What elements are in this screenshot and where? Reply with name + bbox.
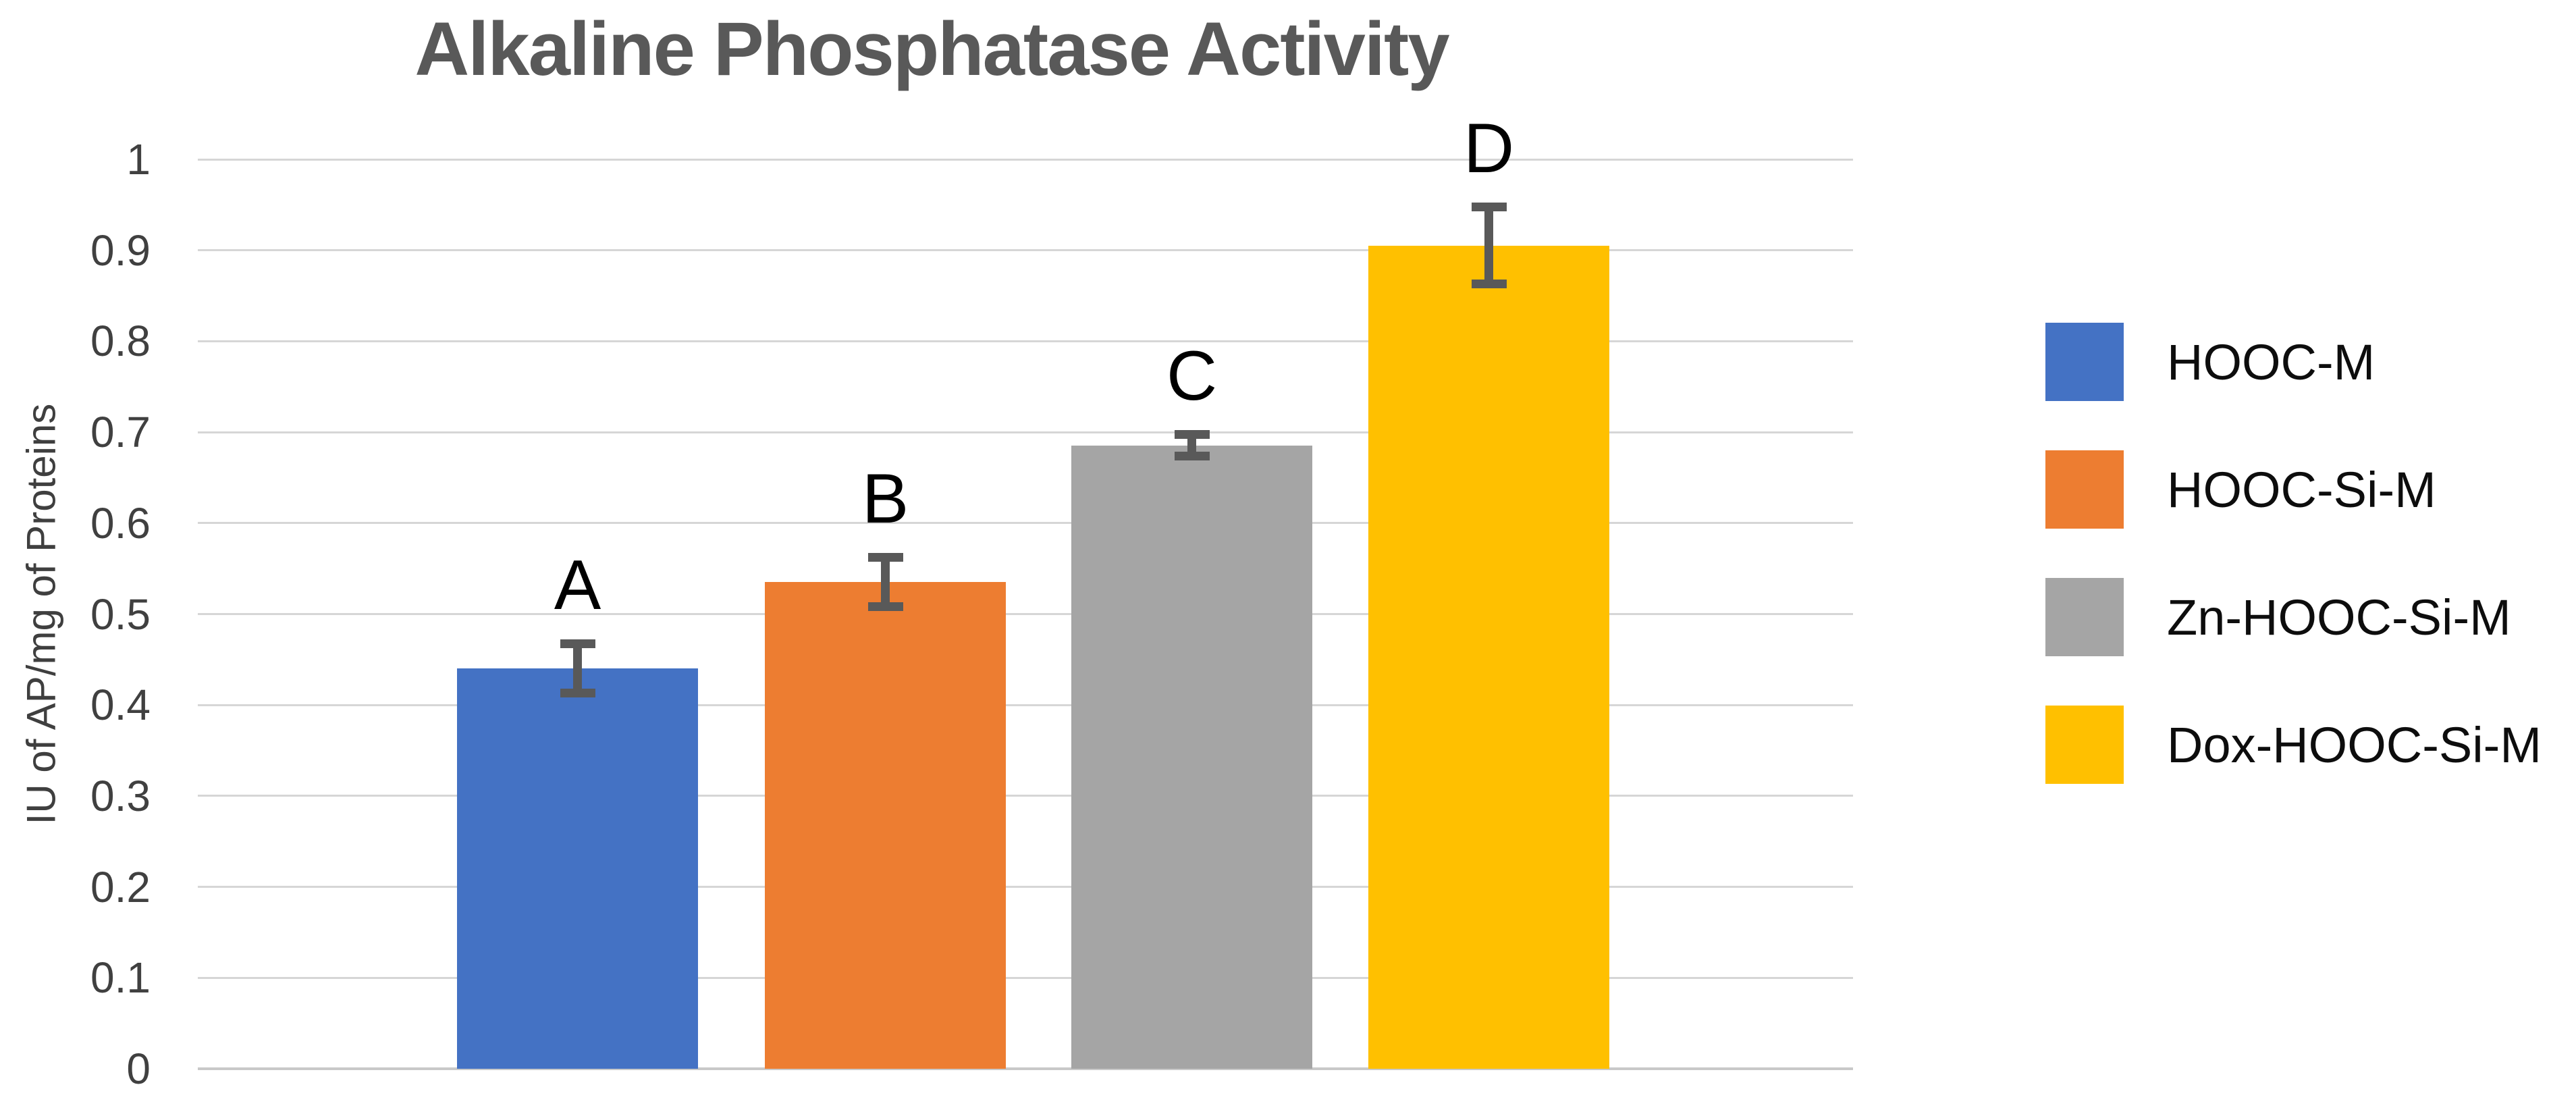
y-tick-label: 0.8 — [90, 317, 151, 366]
gridline — [198, 249, 1853, 252]
legend-item-HOOC-Si-M: HOOC-Si-M — [2045, 450, 2542, 529]
gridline — [198, 795, 1853, 797]
error-bar-line — [1484, 203, 1493, 288]
bar-letter-B: B — [861, 460, 909, 538]
y-tick-label: 0.5 — [90, 589, 151, 639]
error-bar-HOOC-Si-M — [867, 553, 903, 611]
gridline — [198, 613, 1853, 615]
y-tick-label: 0.6 — [90, 498, 151, 548]
legend-swatch — [2045, 323, 2124, 401]
legend-label: Zn-HOOC-Si-M — [2167, 589, 2511, 645]
gridline — [198, 976, 1853, 979]
y-tick-label: 0.4 — [90, 681, 151, 730]
error-bar-line — [1187, 430, 1196, 461]
legend-swatch — [2045, 706, 2124, 784]
legend: HOOC-M HOOC-Si-M Zn-HOOC-Si-M Dox-HOOC-Si-M — [2045, 323, 2542, 784]
gridline — [198, 340, 1853, 342]
y-tick-label: 0.1 — [90, 953, 151, 1003]
gridline — [198, 886, 1853, 888]
error-bar-HOOC-M — [560, 639, 595, 697]
legend-item-Zn-HOOC-Si-M: Zn-HOOC-Si-M — [2045, 578, 2542, 656]
plot-area: 1 0.9 0.8 0.7 0.6 0.5 0.4 0.3 0.2 0.1 0 A B C D — [90, 111, 1853, 1093]
bar-Dox-HOOC-Si-M — [1368, 246, 1609, 1069]
bar-letter-A: A — [554, 546, 601, 625]
legend-swatch — [2045, 578, 2124, 656]
y-tick-label: 1 — [126, 135, 151, 184]
gridline — [198, 158, 1853, 161]
error-bar-Zn-HOOC-Si-M — [1174, 430, 1210, 461]
y-tick-label: 0 — [126, 1044, 151, 1093]
x-axis-line — [198, 1067, 1853, 1070]
error-bar-line — [573, 639, 582, 697]
legend-item-HOOC-M: HOOC-M — [2045, 323, 2542, 401]
y-tick-label: 0.7 — [90, 408, 151, 457]
chart-title: Alkaline Phosphatase Activity — [414, 7, 1449, 91]
gridline — [198, 522, 1853, 525]
legend-item-Dox-HOOC-Si-M: Dox-HOOC-Si-M — [2045, 706, 2542, 784]
legend-swatch — [2045, 450, 2124, 529]
bar-HOOC-Si-M — [765, 582, 1006, 1069]
y-tick-label: 0.2 — [90, 862, 151, 911]
legend-label: HOOC-Si-M — [2167, 461, 2436, 518]
y-tick-label: 0.9 — [90, 226, 151, 275]
gridline — [198, 431, 1853, 433]
bar-Zn-HOOC-Si-M — [1071, 446, 1312, 1069]
bar-HOOC-M — [457, 668, 698, 1069]
legend-label: HOOC-M — [2167, 334, 2376, 390]
legend-label: Dox-HOOC-Si-M — [2167, 716, 2542, 773]
error-bar-Dox-HOOC-Si-M — [1471, 203, 1507, 288]
error-bar-line — [881, 553, 890, 611]
gridline — [198, 704, 1853, 706]
y-tick-label: 0.3 — [90, 771, 151, 820]
bar-letter-C: C — [1166, 337, 1218, 416]
bar-letter-D: D — [1463, 109, 1515, 188]
